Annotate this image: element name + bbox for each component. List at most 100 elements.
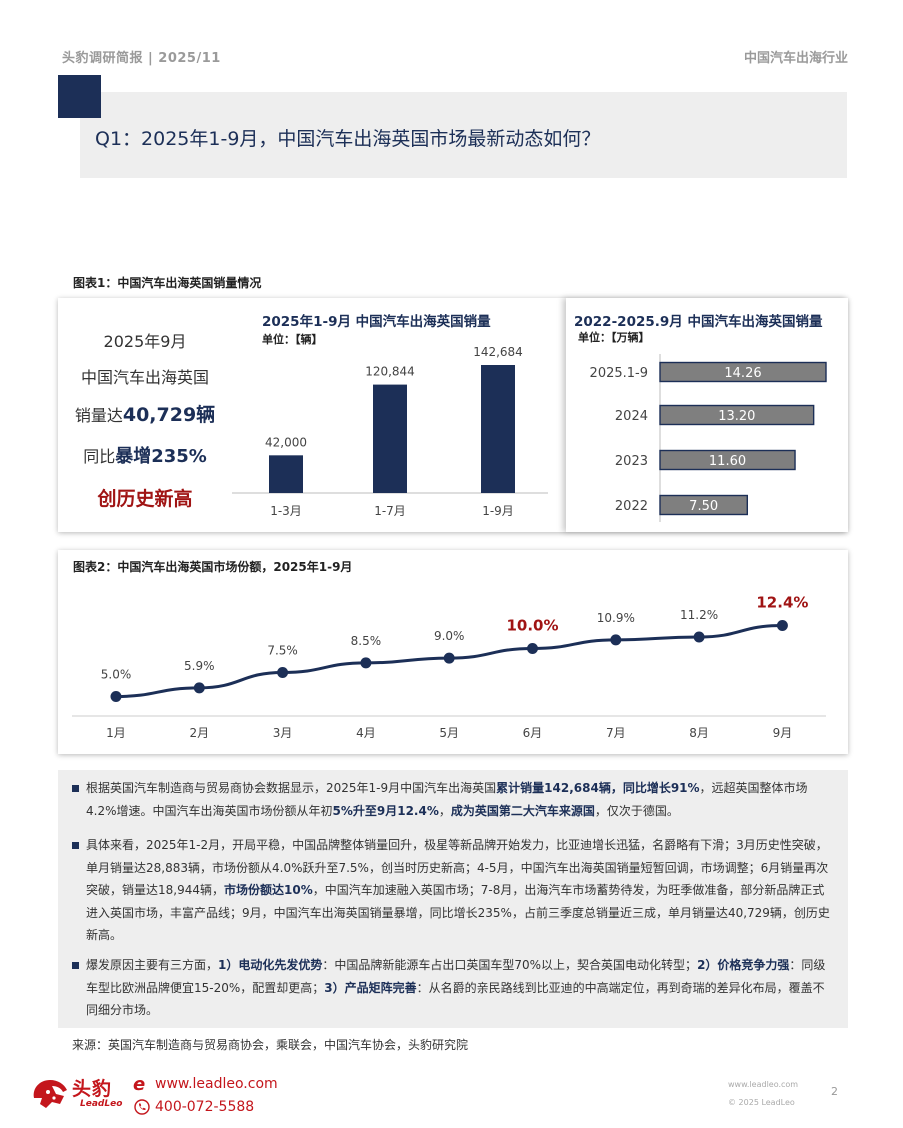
question-title: Q1：2025年1-9月，中国汽车出海英国市场最新动态如何？ xyxy=(95,128,601,150)
question-band xyxy=(80,92,847,178)
bullet-emphasis: 成为英国第二大汽车来源国 xyxy=(450,803,595,818)
chart2-category-label: 2022 xyxy=(615,499,648,514)
chart3-category-label: 2月 xyxy=(189,726,209,740)
bullet-run: ，仅次于德国。 xyxy=(594,803,679,818)
chart1-category-label: 1-9月 xyxy=(482,504,514,518)
chart1-value-label: 120,844 xyxy=(365,365,415,379)
chart2-unit: 单位：【万辆】 xyxy=(578,331,650,344)
chart2-value-label: 14.26 xyxy=(724,366,761,381)
highlight-subject: 中国汽车出海英国 xyxy=(80,368,209,387)
chart2-value-label: 11.60 xyxy=(709,454,746,469)
chart3-value-label: 11.2% xyxy=(680,608,718,622)
chart3-point xyxy=(193,682,205,694)
page-number: 2 xyxy=(831,1085,838,1098)
bullet-run: ，远超英国整体市场4.2%增速。中国汽车出海英国市场份额从年初 xyxy=(86,781,808,818)
highlight-growth-value: 暴增235% xyxy=(115,446,207,467)
chart1-bar xyxy=(481,365,515,493)
chart3-point xyxy=(277,667,289,678)
chart3-value-label: 5.9% xyxy=(184,659,215,673)
chart3-point xyxy=(693,631,705,643)
chart1-category-label: 1-7月 xyxy=(374,504,406,518)
bullet-run: ：中国品牌新能源车占出口英国车型70%以上，契合英国电动化转型； xyxy=(322,958,698,972)
highlight-sales-prefix: 销量达 xyxy=(74,406,123,425)
chart3-category-label: 6月 xyxy=(523,726,543,740)
footer-copyright: © 2025 LeadLeo xyxy=(728,1098,795,1107)
bullet-marker xyxy=(72,842,79,849)
globe-e-icon: e xyxy=(133,1074,146,1095)
chart2-hbar-chart: 14.26 2025.1-9 13.20 2024 11.60 2023 7.50 2022 xyxy=(590,354,827,522)
chart3-point xyxy=(776,619,788,631)
chart1-value-label: 142,684 xyxy=(473,345,523,359)
chart3-value-label: 10.0% xyxy=(506,617,558,635)
figure1-label: 图表1：中国汽车出海英国销量情况 xyxy=(73,276,262,290)
chart3-value-label: 9.0% xyxy=(434,629,465,643)
bullet-run: 具体来看，2025年1-2月，开局平稳，中国品牌整体销量回升，极星等新品牌开始发… xyxy=(86,838,829,897)
chart3-category-label: 8月 xyxy=(689,726,709,740)
chart2-category-label: 2025.1-9 xyxy=(590,366,648,381)
chart3-category-label: 7月 xyxy=(606,726,626,740)
highlight-growth: 同比暴增235% xyxy=(60,442,230,468)
highlight-date: 2025年9月 xyxy=(103,332,187,351)
chart3-value-label: 7.5% xyxy=(267,644,298,658)
bullet-text-1: 根据英国汽车制造商与贸易商协会数据显示，2025年1-9月中国汽车出海英国累计销… xyxy=(86,777,836,822)
chart2-value-label: 13.20 xyxy=(718,409,755,424)
chart3-value-label: 10.9% xyxy=(597,611,635,625)
highlight-growth-prefix: 同比 xyxy=(83,447,116,466)
analysis-box xyxy=(58,770,848,1028)
bullet-run: ， xyxy=(438,803,451,818)
bullet-emphasis: 累计销量142,684辆，同比增长91% xyxy=(496,781,700,795)
chart3-point xyxy=(110,691,122,702)
chart2-bar xyxy=(659,449,796,471)
chart3-point xyxy=(610,634,622,646)
question-accent-square xyxy=(58,75,101,118)
chart1-title: 2025年1-9月 中国汽车出海英国销量 xyxy=(262,314,491,330)
phone-icon xyxy=(134,1099,150,1115)
bullet-text-3: 爆发原因主要有三方面，1）电动化先发优势：中国品牌新能源车占出口英国车型70%以… xyxy=(86,954,836,1022)
brand-en: LeadLeo xyxy=(80,1099,123,1109)
chart3-value-label: 12.4% xyxy=(756,593,808,611)
figure2-panel xyxy=(58,550,848,754)
chart2-bar xyxy=(659,404,815,426)
chart1-bar xyxy=(269,455,303,493)
chart3-point xyxy=(360,657,372,669)
chart1-bar-chart: 42,000 1-3月 120,844 1-7月 142,684 1-9月 xyxy=(232,345,548,518)
website-link[interactable]: www.leadleo.com xyxy=(155,1076,278,1092)
chart2-category-label: 2024 xyxy=(615,409,648,424)
chart3-value-label: 5.0% xyxy=(101,668,132,682)
phone-number[interactable]: 400-072-5588 xyxy=(155,1099,255,1115)
bullet-emphasis: 2）价格竞争力强 xyxy=(697,958,790,972)
chart1-bar xyxy=(373,384,407,493)
chart3-category-label: 9月 xyxy=(773,726,793,740)
bullet-emphasis: 1）电动化先发优势 xyxy=(218,958,323,972)
leopard-logo-icon xyxy=(33,1080,67,1108)
chart1-unit: 单位：【辆】 xyxy=(262,333,323,346)
chart2-title: 2022-2025.9月 中国汽车出海英国销量 xyxy=(574,314,823,330)
chart3-point xyxy=(443,652,455,664)
industry-name: 中国汽车出海行业 xyxy=(743,51,848,66)
bullet-marker xyxy=(72,785,79,792)
chart3-point xyxy=(527,643,538,654)
chart2-bar xyxy=(659,361,827,383)
footer-site: www.leadleo.com xyxy=(728,1080,799,1089)
chart2-category-label: 2023 xyxy=(615,454,648,469)
bullet-run: ，中国汽车加速融入英国市场；7-8月，出海汽车市场蓄势待发，为旺季做准备，部分新… xyxy=(86,883,830,942)
source-note: 来源：英国汽车制造商与贸易商协会，乘联会，中国汽车协会，头豹研究院 xyxy=(72,1038,469,1052)
figure2-label: 图表2：中国汽车出海英国市场份额，2025年1-9月 xyxy=(73,560,353,574)
bullet-emphasis: 市场份额达10% xyxy=(224,883,313,897)
chart1-category-label: 1-3月 xyxy=(270,504,302,518)
bullet-marker xyxy=(72,962,79,969)
highlight-sales: 销量达40,729辆 xyxy=(60,400,230,427)
chart3-category-label: 3月 xyxy=(273,726,293,740)
report-series: 头豹调研简报 | 2025/11 xyxy=(62,51,221,66)
chart3-category-label: 4月 xyxy=(356,726,376,740)
bullet-run: ：从名爵的亲民路线到比亚迪的中高端定位，再到奇瑞的差异化布局，覆盖不同细分市场。 xyxy=(86,980,825,1018)
chart3-category-label: 1月 xyxy=(106,726,126,740)
chart3-category-label: 5月 xyxy=(439,726,459,740)
chart2-bar xyxy=(659,494,749,516)
chart3-value-label: 8.5% xyxy=(351,634,382,648)
chart2-value-label: 7.50 xyxy=(689,499,718,514)
chart1-value-label: 42,000 xyxy=(265,435,307,449)
bullet-run: 根据英国汽车制造商与贸易商协会数据显示，2025年1-9月中国汽车出海英国 xyxy=(86,781,497,795)
chart3-line-chart: 5.0% 1月 5.9% 2月 7.5% 3月 8.5% 4月 9.0% 5月 10.0% 6月 10.… xyxy=(72,593,826,740)
bullet-text-2: 具体来看，2025年1-2月，开局平稳，中国品牌整体销量回升，极星等新品牌开始发… xyxy=(86,834,836,947)
